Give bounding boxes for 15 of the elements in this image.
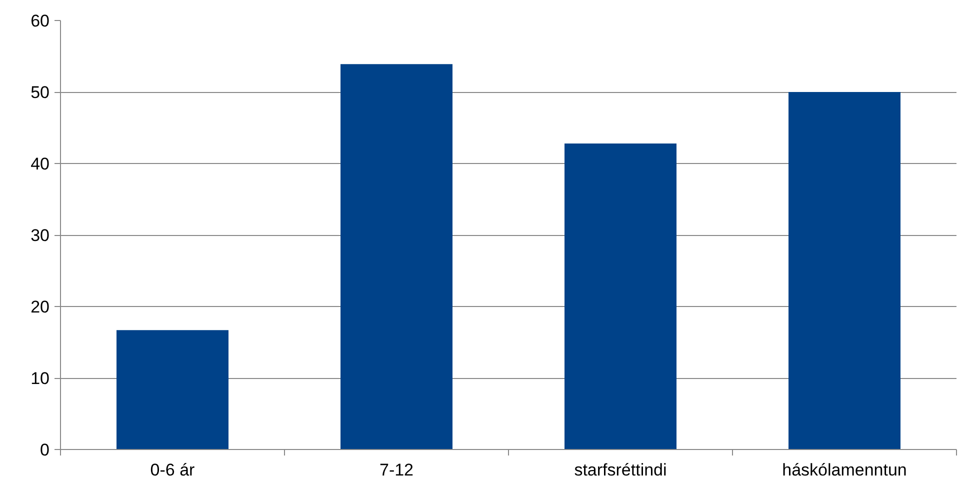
y-tick-label: 60 — [30, 12, 50, 30]
y-tick-label: 0 — [40, 440, 50, 460]
x-tick-label: 7-12 — [379, 460, 414, 480]
bar — [788, 92, 900, 450]
bar — [116, 330, 228, 450]
y-tick-label: 40 — [30, 154, 50, 174]
x-tick-label: háskólamenntun — [782, 460, 907, 480]
bar — [564, 143, 676, 450]
y-tick-label: 10 — [30, 369, 50, 388]
bar — [340, 64, 452, 450]
y-tick-label: 50 — [30, 83, 50, 102]
y-tick-label: 20 — [30, 298, 50, 316]
y-tick-label: 30 — [30, 226, 50, 245]
x-tick-label: starfsréttindi — [574, 460, 667, 480]
x-tick-label: 0-6 ár — [150, 460, 196, 480]
